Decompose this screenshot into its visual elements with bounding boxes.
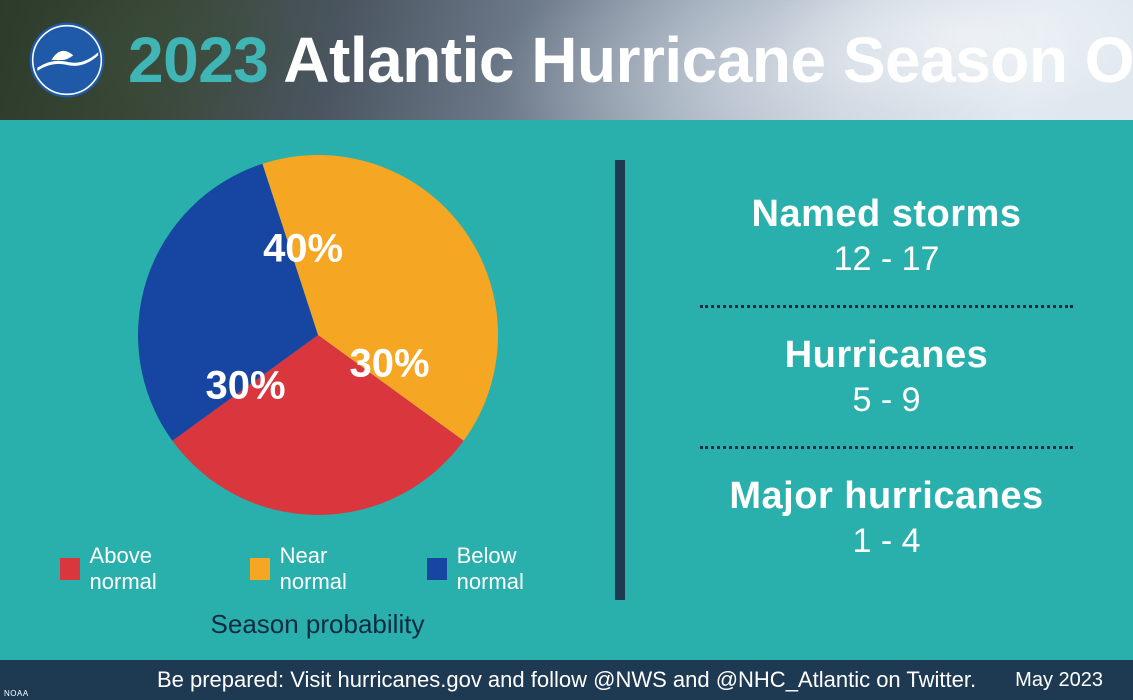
main-content: 40% 30% 30% Above normal Near normal Below n… — [0, 120, 1133, 660]
pie-slice-label: 30% — [349, 342, 429, 387]
stat-separator — [700, 446, 1073, 449]
stat-block: Hurricanes 5 - 9 — [680, 316, 1093, 438]
title-text: Atlantic Hurricane Season Outlook — [268, 24, 1133, 96]
legend-label: Above normal — [90, 543, 211, 595]
pie-legend: Above normal Near normal Below normal — [60, 543, 575, 595]
stat-value: 1 - 4 — [680, 522, 1093, 561]
header-banner: 2023 Atlantic Hurricane Season Outlook — [0, 0, 1133, 120]
stat-value: 12 - 17 — [680, 240, 1093, 279]
legend-swatch — [250, 558, 270, 580]
pie-slice-label: 30% — [205, 363, 285, 408]
legend-label: Below normal — [457, 543, 575, 595]
legend-swatch — [60, 558, 80, 580]
stat-block: Named storms 12 - 17 — [680, 175, 1093, 297]
legend-label: Near normal — [280, 543, 387, 595]
pie-chart: 40% 30% 30% — [138, 155, 498, 515]
stat-title: Named storms — [680, 193, 1093, 236]
chart-panel: 40% 30% 30% Above normal Near normal Below n… — [0, 120, 615, 660]
stat-title: Hurricanes — [680, 334, 1093, 377]
chart-caption: Season probability — [211, 609, 425, 640]
noaa-logo-icon — [28, 21, 106, 99]
pie-slice-label: 40% — [263, 227, 343, 272]
stat-value: 5 - 9 — [680, 381, 1093, 420]
pie-svg — [138, 155, 498, 515]
stat-block: Major hurricanes 1 - 4 — [680, 457, 1093, 579]
legend-item: Below normal — [427, 543, 575, 595]
stat-separator — [700, 305, 1073, 308]
header-content: 2023 Atlantic Hurricane Season Outlook — [28, 21, 1133, 99]
stats-panel: Named storms 12 - 17 Hurricanes 5 - 9 Major … — [625, 120, 1133, 660]
footer-date: May 2023 — [1015, 669, 1103, 692]
credit-text: NOAA — [4, 689, 29, 698]
footer-message: Be prepared: Visit hurricanes.gov and fo… — [157, 667, 976, 693]
stat-title: Major hurricanes — [680, 475, 1093, 518]
title-year: 2023 — [128, 24, 268, 96]
legend-item: Near normal — [250, 543, 387, 595]
vertical-divider — [615, 160, 625, 600]
legend-item: Above normal — [60, 543, 210, 595]
legend-swatch — [427, 558, 447, 580]
footer-bar: Be prepared: Visit hurricanes.gov and fo… — [0, 660, 1133, 700]
page-title: 2023 Atlantic Hurricane Season Outlook — [128, 23, 1133, 97]
infographic-container: 2023 Atlantic Hurricane Season Outlook 4… — [0, 0, 1133, 700]
